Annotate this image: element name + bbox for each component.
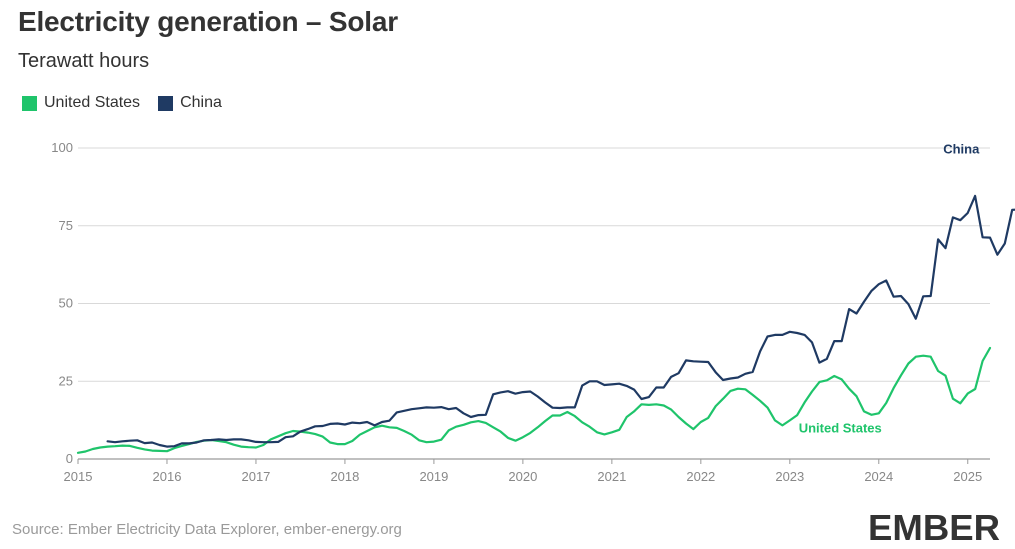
annotation-china: China <box>943 141 980 156</box>
annotation-united-states: United States <box>799 421 882 436</box>
y-tick-label-25: 25 <box>59 373 73 388</box>
x-tick-label-2018: 2018 <box>330 469 359 484</box>
legend-swatch-united-states <box>22 95 37 111</box>
x-tick-label-2021: 2021 <box>597 469 626 484</box>
legend-label-china: China <box>180 94 222 111</box>
x-tick-label-2015: 2015 <box>64 469 93 484</box>
chart-subtitle: Terawatt hours <box>18 50 150 72</box>
chart-legend: United States China <box>22 94 240 112</box>
legend-item-united-states[interactable]: United States <box>22 94 140 112</box>
series-line-china <box>106 194 1015 448</box>
x-tick-label-2023: 2023 <box>775 469 804 484</box>
x-tick-label-2025: 2025 <box>953 469 982 484</box>
x-tick-label-2022: 2022 <box>686 469 715 484</box>
ember-logo: EMBER <box>868 508 1000 544</box>
x-tick-label-2020: 2020 <box>508 469 537 484</box>
series-line-united-states <box>76 346 992 454</box>
ember-logo-wordmark: EMBER <box>868 508 1000 544</box>
y-tick-label-100: 100 <box>51 140 73 155</box>
y-tick-label-0: 0 <box>66 451 73 466</box>
x-tick-label-2017: 2017 <box>241 469 270 484</box>
legend-item-china[interactable]: China <box>158 94 222 112</box>
x-tick-label-2019: 2019 <box>419 469 448 484</box>
x-tick-label-2016: 2016 <box>153 469 182 484</box>
y-tick-label-50: 50 <box>59 296 73 311</box>
source-note: Source: Ember Electricity Data Explorer,… <box>12 521 402 538</box>
legend-label-united-states: United States <box>44 94 141 111</box>
x-tick-label-2024: 2024 <box>864 469 893 484</box>
chart-title: Electricity generation – Solar <box>18 6 398 37</box>
y-tick-label-75: 75 <box>59 218 73 233</box>
legend-swatch-china <box>158 95 174 111</box>
